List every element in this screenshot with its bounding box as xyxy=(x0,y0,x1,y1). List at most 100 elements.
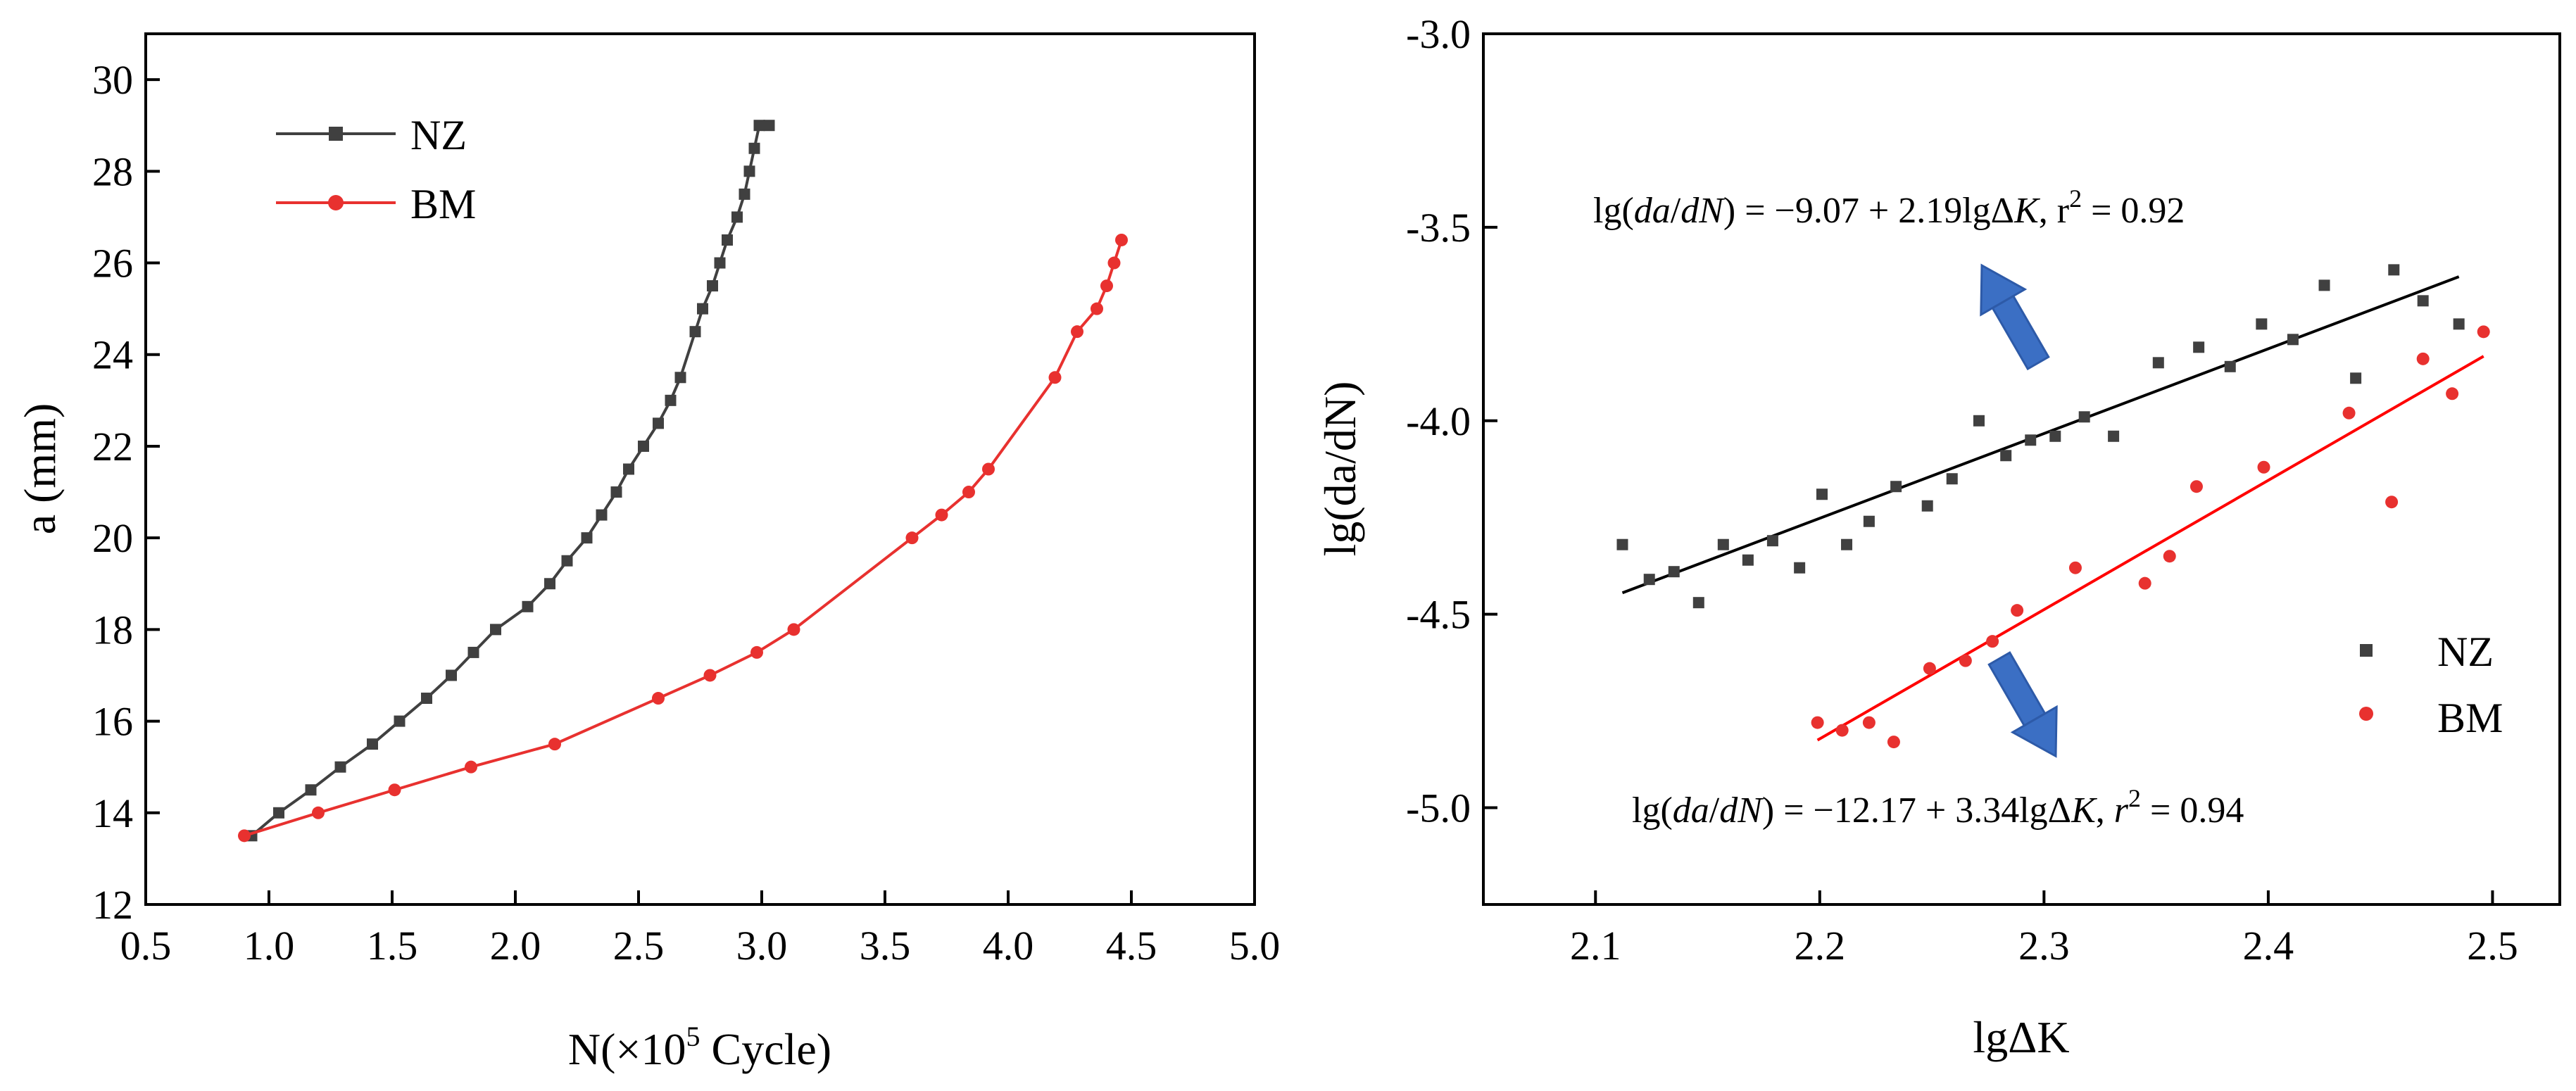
right-bm-point xyxy=(2138,576,2151,590)
left-y-axis-label: a (mm) xyxy=(15,403,65,535)
left-bm-point xyxy=(312,806,325,819)
right-nz-point xyxy=(2025,434,2037,446)
left-x-tick-label: 3.0 xyxy=(736,923,788,969)
left-y-tick-label: 24 xyxy=(92,332,133,378)
nz-equation: lg(da/dN) = −9.07 + 2.19lgΔK, r2 = 0.92 xyxy=(1593,184,2185,231)
right-x-tick-label: 2.2 xyxy=(1795,923,1846,969)
right-bm-point xyxy=(2189,480,2203,493)
right-bm-point xyxy=(2342,406,2356,420)
right-nz-point xyxy=(2256,318,2268,330)
right-nz-point xyxy=(2049,430,2061,442)
left-nz-point xyxy=(367,738,378,750)
right-nz-point xyxy=(1841,538,1853,550)
right-legend: NZ BM xyxy=(2359,629,2503,741)
left-nz-point xyxy=(665,394,677,406)
right-y-tick-label: -4.5 xyxy=(1406,592,1471,638)
left-nz-point xyxy=(273,807,284,819)
left-x-tick-label: 5.0 xyxy=(1229,923,1281,969)
left-x-tick-label: 4.0 xyxy=(983,923,1034,969)
left-y-tick-label: 20 xyxy=(92,515,133,561)
right-nz-point xyxy=(1794,562,1806,574)
left-nz-point xyxy=(689,326,701,338)
left-y-tick-label: 28 xyxy=(92,149,133,194)
right-x-tick-label: 2.3 xyxy=(2018,923,2070,969)
right-bm-point xyxy=(2477,325,2490,339)
right-nz-point xyxy=(1742,554,1754,566)
left-nz-point xyxy=(748,142,760,154)
left-y-tick-label: 16 xyxy=(92,699,133,745)
right-y-tick-label: -3.5 xyxy=(1406,205,1471,251)
left-nz-point xyxy=(638,440,649,452)
left-nz-point xyxy=(739,188,750,200)
left-x-tick-label: 2.0 xyxy=(490,923,541,969)
left-bm-point xyxy=(982,462,995,476)
left-nz-point xyxy=(753,120,765,132)
left-nz-point xyxy=(544,578,555,590)
right-x-axis-label: lgΔK xyxy=(1973,1012,2069,1062)
left-bm-point xyxy=(703,669,717,682)
legend-nz-marker xyxy=(2360,644,2373,657)
right-nz-point xyxy=(2318,279,2330,291)
left-nz-point xyxy=(467,646,479,658)
right-nz-point xyxy=(2078,411,2090,423)
left-legend: NZ BM xyxy=(276,112,476,227)
left-nz-point xyxy=(731,211,743,223)
right-nz-point xyxy=(2287,334,2299,346)
right-nz-point xyxy=(1890,481,1902,493)
left-bm-point xyxy=(1091,302,1103,315)
left-y-tick-label: 14 xyxy=(92,790,133,836)
left-bm-point xyxy=(962,486,975,499)
right-series-layer xyxy=(1616,264,2490,749)
right-nz-point xyxy=(1816,488,1828,500)
left-bm-point xyxy=(1048,371,1062,384)
legend-bm-marker xyxy=(2359,707,2373,721)
right-nz-point xyxy=(1973,415,1985,427)
right-nz-point xyxy=(2108,430,2120,442)
right-nz-point xyxy=(2152,357,2164,369)
left-x-tick-label: 1.0 xyxy=(244,923,295,969)
right-bm-point xyxy=(1887,736,1900,749)
right-bm-point xyxy=(2446,387,2459,401)
left-nz-point xyxy=(674,372,686,384)
right-nz-point xyxy=(2000,450,2012,462)
bm-equation: lg(da/dN) = −12.17 + 3.34lgΔK, r2 = 0.94 xyxy=(1632,784,2244,831)
right-bm-point xyxy=(2163,550,2176,563)
left-nz-point xyxy=(697,303,708,315)
left-bm-point xyxy=(1071,325,1083,339)
right-nz-point xyxy=(2224,360,2236,372)
left-nz-point xyxy=(623,463,634,475)
right-bm-point xyxy=(2257,460,2270,474)
left-bm-point xyxy=(905,531,919,545)
left-y-tick-label: 30 xyxy=(92,57,133,103)
right-bm-point xyxy=(2068,561,2082,574)
right-nz-fit-line xyxy=(1621,275,2460,595)
left-nz-point xyxy=(561,555,573,567)
right-y-tick-label: -4.0 xyxy=(1406,398,1471,444)
right-bm-point xyxy=(1862,716,1876,729)
left-nz-point xyxy=(610,486,622,498)
left-nz-point xyxy=(490,624,501,636)
right-nz-point xyxy=(2388,264,2400,276)
left-nz-point xyxy=(421,693,432,705)
legend-bm-marker xyxy=(328,195,344,210)
legend-bm-label: BM xyxy=(2437,695,2503,741)
right-nz-point xyxy=(2350,372,2362,384)
left-bm-point xyxy=(1100,279,1113,293)
left-nz-point xyxy=(722,234,733,246)
left-y-tick-label: 22 xyxy=(92,424,133,469)
left-y-tick-label: 18 xyxy=(92,607,133,652)
left-bm-point xyxy=(548,738,561,751)
left-bm-point xyxy=(465,760,477,774)
left-bm-point xyxy=(238,829,251,843)
left-nz-point xyxy=(653,417,664,429)
right-nz-point xyxy=(2453,318,2465,330)
right-y-tick-label: -5.0 xyxy=(1406,786,1471,831)
up-arrow xyxy=(1980,263,2050,371)
right-nz-point xyxy=(1692,597,1704,609)
left-nz-point xyxy=(522,600,534,612)
left-nz-point xyxy=(394,715,406,727)
left-bm-point xyxy=(388,783,401,797)
left-chart: 0.5 1.0 1.5 2.0 2.5 3.0 3.5 4.0 4.5 5.0 12 14 16 18 20… xyxy=(15,32,1281,1074)
left-y-tick-label: 26 xyxy=(92,241,133,286)
